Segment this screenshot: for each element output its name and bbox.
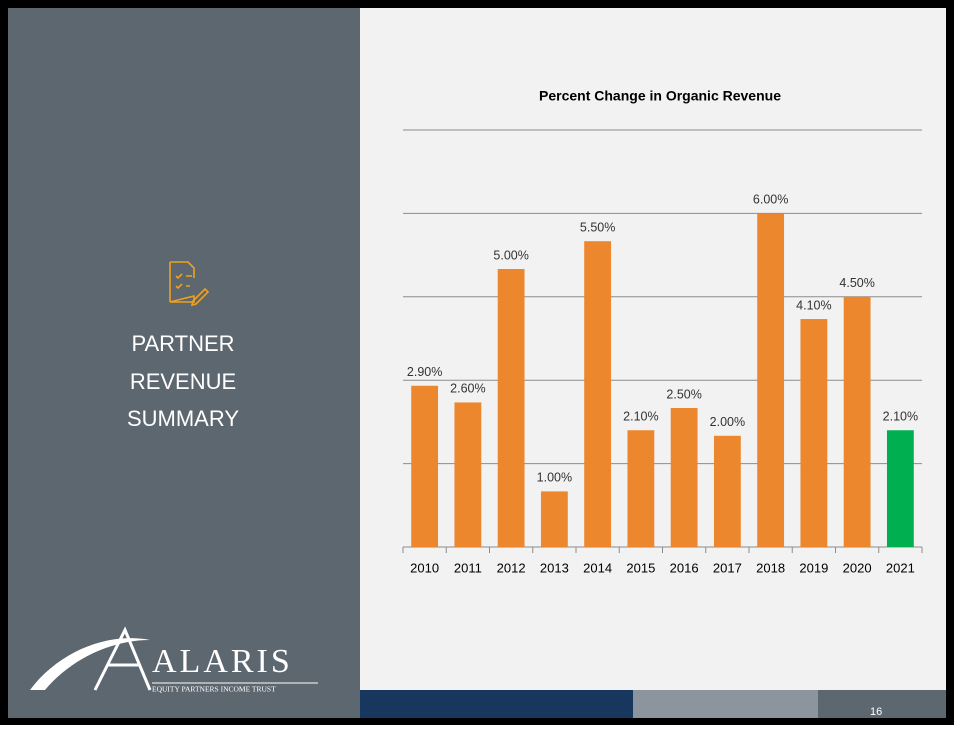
- logo-name: ALARIS: [152, 643, 293, 680]
- page-number: 16: [870, 706, 882, 718]
- bar: [757, 213, 785, 547]
- data-label: 4.10%: [796, 298, 831, 312]
- logo-tagline: EQUITY PARTNERS INCOME TRUST: [152, 685, 276, 694]
- heading-line: PARTNER: [131, 331, 234, 356]
- logo-swoosh: [30, 638, 150, 690]
- data-label: 4.50%: [839, 276, 874, 290]
- bar: [713, 435, 741, 547]
- x-tick-label: 2011: [454, 560, 482, 575]
- data-label: 2.10%: [883, 410, 918, 424]
- x-tick-label: 2016: [670, 560, 699, 575]
- bar: [627, 430, 655, 547]
- footer-bar: [818, 690, 946, 718]
- bar: [843, 296, 871, 547]
- x-tick-label: 2015: [626, 560, 655, 575]
- data-label: 1.00%: [537, 471, 572, 485]
- bar: [497, 269, 525, 547]
- logo: ALARIS EQUITY PARTNERS INCOME TRUST: [30, 626, 318, 694]
- heading-line: SUMMARY: [127, 406, 239, 431]
- x-tick-label: 2012: [497, 560, 526, 575]
- bar: [454, 402, 482, 547]
- chart-title: Percent Change in Organic Revenue: [539, 88, 781, 104]
- x-tick-label: 2020: [843, 560, 872, 575]
- bar: [584, 241, 612, 547]
- x-tick-label: 2010: [410, 560, 439, 575]
- bar: [411, 385, 439, 547]
- x-tick-label: 2014: [583, 560, 612, 575]
- x-tick-label: 2013: [540, 560, 569, 575]
- data-label: 2.50%: [666, 387, 701, 401]
- data-label: 6.00%: [753, 193, 788, 207]
- bar: [540, 491, 568, 547]
- data-label: 2.90%: [407, 365, 442, 379]
- footer-bar: [360, 690, 633, 718]
- heading-line: REVENUE: [130, 369, 236, 394]
- icon: [169, 261, 210, 307]
- bar: [886, 430, 914, 547]
- x-tick-label: 2018: [756, 560, 785, 575]
- side-panel: [8, 8, 360, 718]
- data-label: 5.50%: [580, 220, 615, 234]
- x-tick-label: 2021: [886, 560, 915, 575]
- data-label: 2.10%: [623, 410, 658, 424]
- bar: [800, 319, 828, 547]
- data-label: 5.00%: [493, 248, 528, 262]
- x-tick-label: 2019: [799, 560, 828, 575]
- bar: [670, 408, 698, 547]
- footer-bar: [633, 690, 818, 718]
- data-label: 2.60%: [450, 382, 485, 396]
- data-label: 2.00%: [710, 415, 745, 429]
- x-tick-label: 2017: [713, 560, 742, 575]
- logo-mark: [93, 626, 152, 691]
